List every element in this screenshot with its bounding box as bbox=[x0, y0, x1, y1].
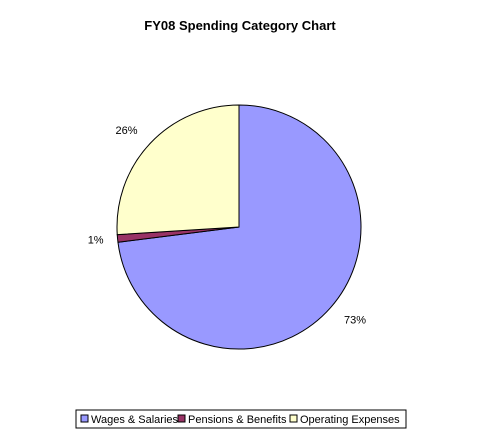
chart-title: FY08 Spending Category Chart bbox=[144, 18, 336, 33]
legend-label-0: Wages & Salaries bbox=[91, 414, 179, 426]
legend-label-2: Operating Expenses bbox=[300, 414, 400, 426]
legend-swatch-0 bbox=[80, 414, 89, 423]
slice-label-0: 73% bbox=[344, 315, 366, 327]
legend-swatch-1 bbox=[177, 414, 186, 423]
legend-swatch-2 bbox=[289, 414, 298, 423]
slice-labels: 73% 1% 26% bbox=[88, 125, 367, 327]
slice-label-2: 26% bbox=[115, 125, 137, 137]
legend-label-1: Pensions & Benefits bbox=[188, 414, 287, 426]
legend-box bbox=[75, 409, 407, 429]
legend: Wages & Salaries Pensions & Benefits Opera… bbox=[75, 409, 407, 429]
pie-slice-operating-expenses bbox=[116, 104, 240, 236]
slice-label-1: 1% bbox=[88, 234, 104, 246]
pie-slices bbox=[116, 104, 362, 350]
